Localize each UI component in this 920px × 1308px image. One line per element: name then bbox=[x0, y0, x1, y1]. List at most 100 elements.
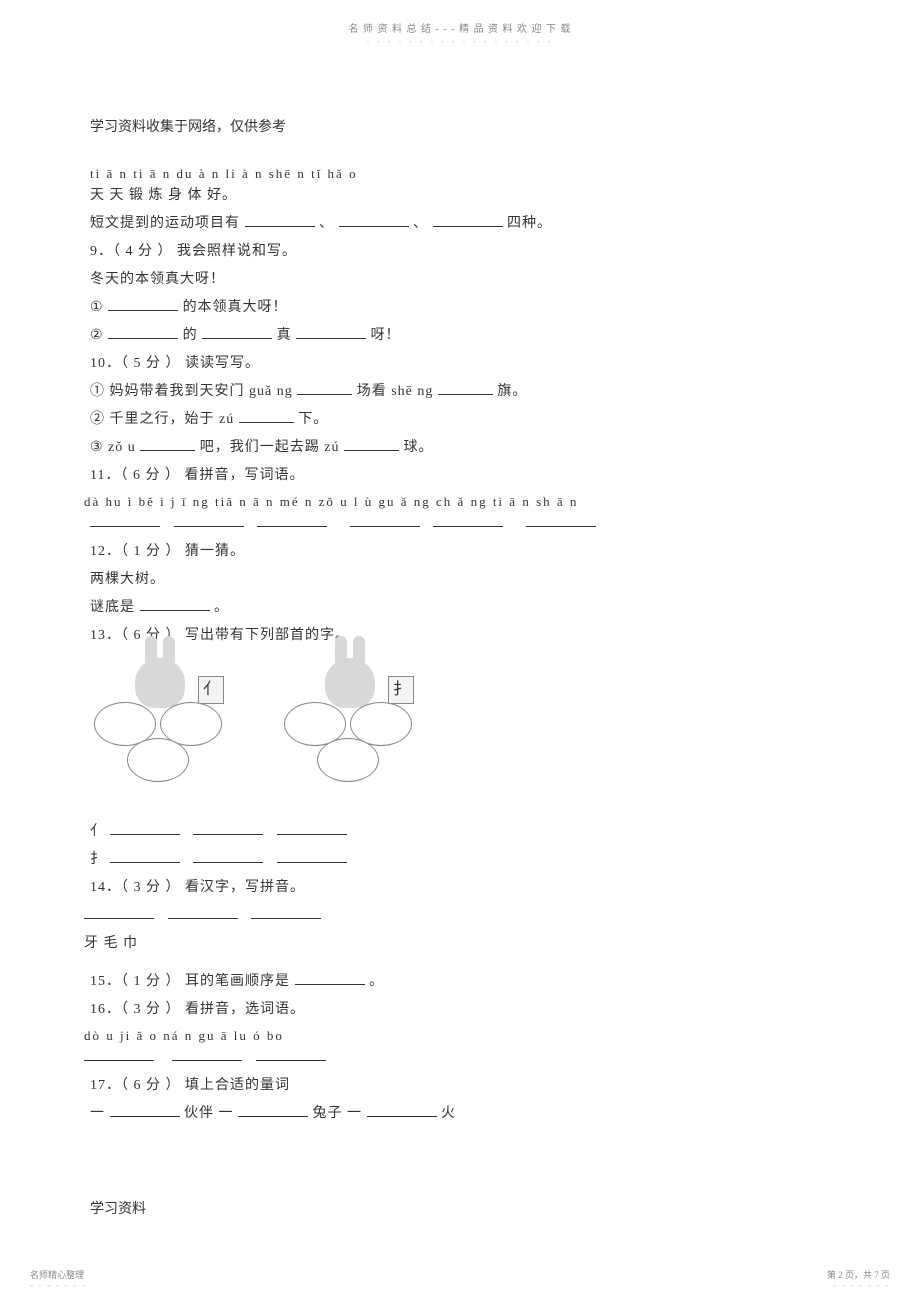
q8-tail: 四种。 bbox=[507, 216, 552, 231]
q8-blank-2 bbox=[339, 213, 409, 227]
bunny-icon bbox=[325, 658, 375, 708]
q13-r1-blank-2 bbox=[193, 821, 263, 835]
q10-l3-blank-2 bbox=[344, 437, 399, 451]
q8-text-a: 短文提到的运动项目有 bbox=[90, 216, 245, 231]
bunny-block-1: 亻 bbox=[90, 658, 230, 798]
q10-line-3: ③ zǒ u 吧，我们一起去踢 zú 球。 bbox=[90, 434, 830, 462]
q13-r2-blank-1 bbox=[110, 849, 180, 863]
q16-pinyin: dò u ji ǎ o ná n gu ā lu ó bo bbox=[84, 1028, 830, 1044]
q17-w1: 伙伴 一 bbox=[184, 1106, 234, 1121]
source-note: 学习资料收集于网络，仅供参考 bbox=[90, 116, 830, 136]
q10-l2-b: 下。 bbox=[298, 412, 328, 427]
q16-blanks bbox=[84, 1044, 830, 1072]
q10-l1-blank-1 bbox=[297, 381, 352, 395]
q13-r1-blank-1 bbox=[110, 821, 180, 835]
q10-l1-a: ① 妈妈带着我到天安门 guǎ ng bbox=[90, 384, 293, 399]
q10-l2-a: ② 千里之行，始于 zú bbox=[90, 412, 234, 427]
q11-blank-2 bbox=[174, 513, 244, 527]
q15-a: 15．（ 1 分 ） 耳的笔画顺序是 bbox=[90, 974, 295, 989]
q16-blank-1 bbox=[84, 1047, 154, 1061]
q11-blank-1 bbox=[90, 513, 160, 527]
q15-b: 。 bbox=[369, 974, 384, 989]
q16-blank-2 bbox=[172, 1047, 242, 1061]
q17-w3: 火 bbox=[441, 1106, 456, 1121]
q13-r1-label: 亻 bbox=[90, 824, 105, 839]
q16-blank-3 bbox=[256, 1047, 326, 1061]
footer-left: 名师精心整理 - - - - - - - bbox=[30, 1268, 87, 1290]
footer-left-dots: - - - - - - - bbox=[30, 1281, 87, 1290]
q17-blank-2 bbox=[238, 1103, 308, 1117]
footer-in-content: 学习资料 bbox=[90, 1198, 830, 1218]
q9-l3-b: 的 bbox=[183, 328, 198, 343]
q14-blank-3 bbox=[251, 905, 321, 919]
q9-l3-blank-2 bbox=[202, 325, 272, 339]
oval bbox=[317, 738, 379, 782]
q15-blank bbox=[295, 971, 365, 985]
q9-l3-c: 真 bbox=[277, 328, 292, 343]
q8-blank-3 bbox=[433, 213, 503, 227]
bunny-icon bbox=[135, 658, 185, 708]
q9-l3-blank-3 bbox=[296, 325, 366, 339]
content-area: 学习资料收集于网络，仅供参考 ti ā n ti ā n du à n li à… bbox=[0, 46, 920, 1258]
page-header: 名 师 资 料 总 结 - - - 精 品 资 料 欢 迎 下 载 bbox=[0, 0, 920, 35]
radical-card-1: 亻 bbox=[198, 676, 224, 704]
q10-l3-blank-1 bbox=[140, 437, 195, 451]
q8-sep-1: 、 bbox=[319, 216, 334, 231]
page-header-dots: - - - - - - - - - - - - - - - - - - bbox=[0, 37, 920, 46]
pinyin-line-1: ti ā n ti ā n du à n li à n shē n tǐ hǎ … bbox=[90, 166, 830, 182]
q9-l3-a: ② bbox=[90, 328, 104, 343]
q17-w2: 兔子 一 bbox=[313, 1106, 363, 1121]
q8-blank-1 bbox=[245, 213, 315, 227]
q9-l3-blank-1 bbox=[108, 325, 178, 339]
q16-heading: 16．（ 3 分 ） 看拼音，选词语。 bbox=[90, 996, 830, 1024]
q10-l3-c: 球。 bbox=[403, 440, 433, 455]
oval bbox=[127, 738, 189, 782]
q13-r1-blank-3 bbox=[277, 821, 347, 835]
q10-l1-blank-2 bbox=[438, 381, 493, 395]
q17-blank-3 bbox=[367, 1103, 437, 1117]
q9-heading: 9．（ 4 分 ） 我会照样说和写。 bbox=[90, 238, 830, 266]
q17-blank-1 bbox=[110, 1103, 180, 1117]
q11-blanks bbox=[90, 510, 830, 538]
q14-blank-1 bbox=[84, 905, 154, 919]
q12-blank bbox=[140, 597, 210, 611]
q10-line-1: ① 妈妈带着我到天安门 guǎ ng 场看 shē ng 旗。 bbox=[90, 378, 830, 406]
q9-l2-blank bbox=[108, 297, 178, 311]
q11-pinyin: dà hu ì bě i j ī ng tiā n ā n mé n zǒ u … bbox=[84, 494, 830, 510]
q9-line-1: 冬天的本领真大呀！ bbox=[90, 266, 830, 294]
q17-heading: 17．（ 6 分 ） 填上合适的量词 bbox=[90, 1072, 830, 1100]
bunny-block-2: 扌 bbox=[280, 658, 420, 798]
q11-blank-4 bbox=[350, 513, 420, 527]
q8-sep-2: 、 bbox=[413, 216, 428, 231]
q12-l2-b: 。 bbox=[214, 600, 229, 615]
q14-hanzi: 牙 毛 巾 bbox=[84, 930, 830, 958]
q13-row-2: 扌 bbox=[90, 846, 830, 874]
q9-line-3: ② 的 真 呀！ bbox=[90, 322, 830, 350]
q10-l3-b: 吧，我们一起去踢 zú bbox=[200, 440, 340, 455]
q15-line: 15．（ 1 分 ） 耳的笔画顺序是 。 bbox=[90, 968, 830, 996]
page-footer: 名师精心整理 - - - - - - - 第 2 页，共 7 页 - - - -… bbox=[0, 1258, 920, 1308]
q14-heading: 14．（ 3 分 ） 看汉字，写拼音。 bbox=[90, 874, 830, 902]
q14-blanks bbox=[84, 902, 830, 930]
footer-right: 第 2 页，共 7 页 - - - - - - - bbox=[827, 1268, 890, 1290]
q12-heading: 12．（ 1 分 ） 猜一猜。 bbox=[90, 538, 830, 566]
q11-blank-6 bbox=[526, 513, 596, 527]
q13-r2-label: 扌 bbox=[90, 852, 105, 867]
q13-r2-blank-2 bbox=[193, 849, 263, 863]
q10-l1-b: 场看 shē ng bbox=[357, 384, 434, 399]
q14-blank-2 bbox=[168, 905, 238, 919]
q13-heading: 13．（ 6 分 ） 写出带有下列部首的字。 bbox=[90, 622, 830, 650]
radical-card-2: 扌 bbox=[388, 676, 414, 704]
q13-illustrations: 亻 扌 bbox=[90, 658, 830, 798]
q12-l2-a: 谜底是 bbox=[90, 600, 135, 615]
q17-line: 一 伙伴 一 兔子 一 火 bbox=[90, 1100, 830, 1128]
q8-line: 短文提到的运动项目有 、 、 四种。 bbox=[90, 210, 830, 238]
q10-heading: 10．（ 5 分 ） 读读写写。 bbox=[90, 350, 830, 378]
q10-l1-c: 旗。 bbox=[497, 384, 527, 399]
footer-left-text: 名师精心整理 bbox=[30, 1268, 87, 1281]
q10-line-2: ② 千里之行，始于 zú 下。 bbox=[90, 406, 830, 434]
q10-l3-a: ③ zǒ u bbox=[90, 440, 136, 455]
hanzi-line-1: 天 天 锻 炼 身 体 好。 bbox=[90, 182, 830, 210]
footer-right-dots: - - - - - - - bbox=[827, 1281, 890, 1290]
q10-l2-blank bbox=[239, 409, 294, 423]
